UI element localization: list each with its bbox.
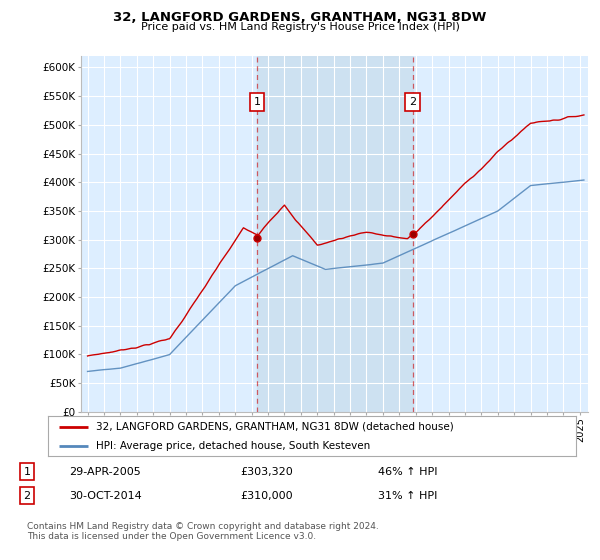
Text: 1: 1 bbox=[254, 97, 260, 107]
Text: 2: 2 bbox=[23, 491, 31, 501]
Text: HPI: Average price, detached house, South Kesteven: HPI: Average price, detached house, Sout… bbox=[95, 441, 370, 451]
Text: 32, LANGFORD GARDENS, GRANTHAM, NG31 8DW (detached house): 32, LANGFORD GARDENS, GRANTHAM, NG31 8DW… bbox=[95, 422, 453, 432]
Text: 1: 1 bbox=[23, 466, 31, 477]
Text: 46% ↑ HPI: 46% ↑ HPI bbox=[378, 466, 437, 477]
Text: Contains HM Land Registry data © Crown copyright and database right 2024.
This d: Contains HM Land Registry data © Crown c… bbox=[27, 522, 379, 542]
Text: £303,320: £303,320 bbox=[240, 466, 293, 477]
Text: 32, LANGFORD GARDENS, GRANTHAM, NG31 8DW: 32, LANGFORD GARDENS, GRANTHAM, NG31 8DW bbox=[113, 11, 487, 24]
Text: 31% ↑ HPI: 31% ↑ HPI bbox=[378, 491, 437, 501]
Text: 2: 2 bbox=[409, 97, 416, 107]
Text: 29-APR-2005: 29-APR-2005 bbox=[69, 466, 141, 477]
Bar bbox=[257, 56, 413, 412]
Text: Price paid vs. HM Land Registry's House Price Index (HPI): Price paid vs. HM Land Registry's House … bbox=[140, 22, 460, 32]
Text: 30-OCT-2014: 30-OCT-2014 bbox=[69, 491, 142, 501]
Text: £310,000: £310,000 bbox=[240, 491, 293, 501]
